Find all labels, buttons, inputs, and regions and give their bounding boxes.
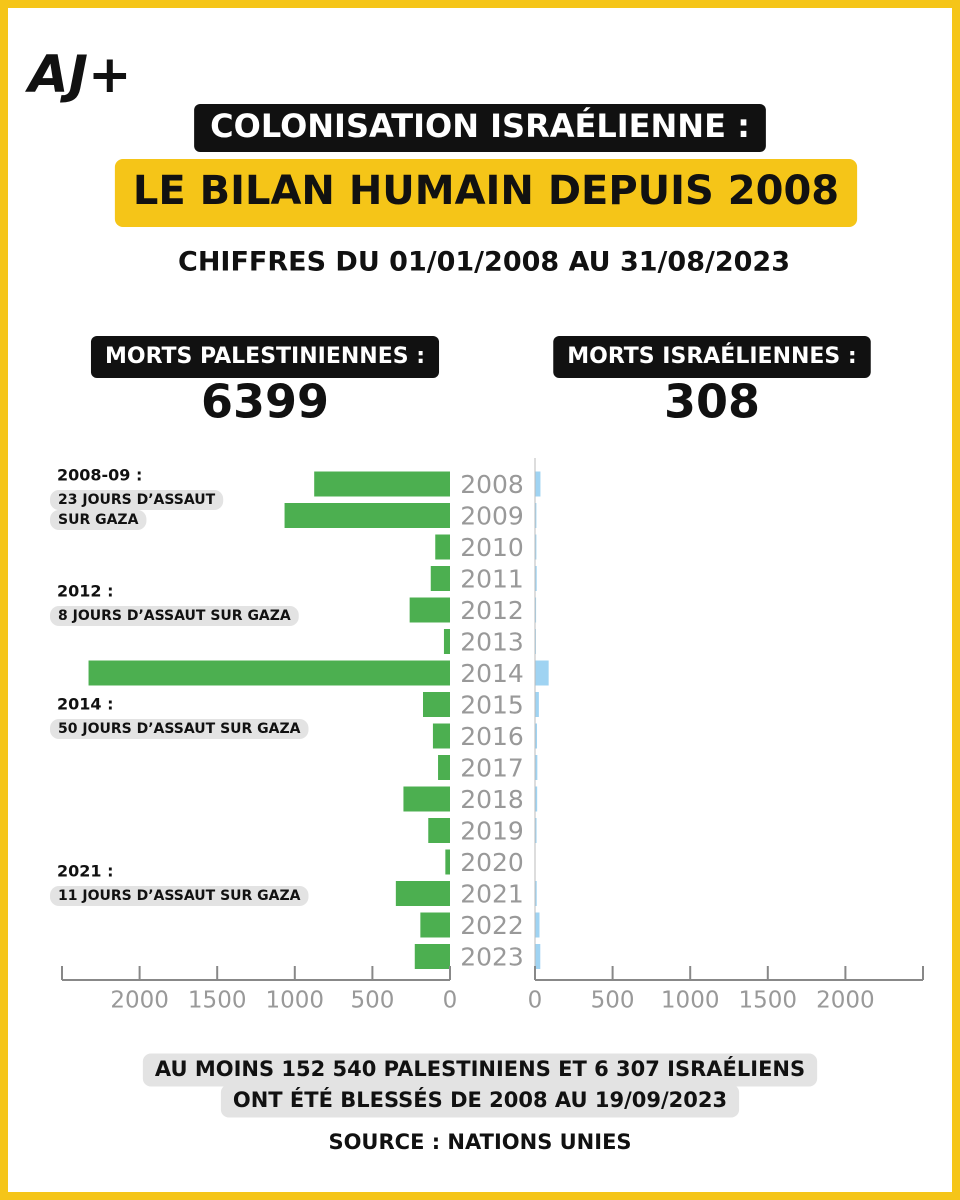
bar <box>314 471 450 497</box>
bar <box>414 944 450 969</box>
year-label: 2021 <box>460 880 524 909</box>
bar <box>535 597 537 623</box>
series-name-bg <box>553 336 871 378</box>
year-label: 2014 <box>460 659 524 688</box>
title-line2: LE BILAN HUMAIN DEPUIS 2008 <box>133 168 839 214</box>
year-label: 2012 <box>460 596 524 625</box>
footer-injured: AU MOINS 152 540 PALESTINIENS ET 6 307 I… <box>155 1056 805 1081</box>
series-total: 308 <box>664 375 760 429</box>
series-name-bg <box>90 336 440 378</box>
year-label: 2018 <box>460 785 524 814</box>
source: SOURCE : NATIONS UNIES <box>328 1130 631 1154</box>
annotation-text: 50 JOURS D’ASSAUT SUR GAZA <box>58 721 301 737</box>
bar <box>535 566 537 591</box>
year-label: 2022 <box>460 911 524 940</box>
annotation-text-bg <box>50 719 309 739</box>
bar <box>535 534 537 560</box>
annotation-text: 11 JOURS D’ASSAUT SUR GAZA <box>58 888 301 904</box>
bar <box>432 723 450 749</box>
bar <box>435 534 450 560</box>
bar <box>535 755 538 780</box>
bar <box>395 881 450 906</box>
year-label: 2008 <box>460 470 524 499</box>
footer-injured-bg <box>142 1053 818 1087</box>
bar <box>284 503 450 528</box>
annotation-title: 2008-09 : <box>57 466 142 485</box>
series-name: MORTS ISRAÉLIENNES : <box>567 343 856 369</box>
year-label: 2019 <box>460 817 524 846</box>
year-label: 2016 <box>460 722 524 751</box>
bar <box>535 818 537 843</box>
annotation-title: 2014 : <box>57 695 114 714</box>
x-tick-label: 1500 <box>188 988 247 1014</box>
x-tick-label: 1500 <box>739 988 798 1014</box>
annotation-text: 23 JOURS D’ASSAUT <box>58 492 216 508</box>
annotation-text-bg <box>50 606 299 626</box>
bar <box>535 471 541 497</box>
annotation-title: 2021 : <box>57 862 114 881</box>
annotation-text: SUR GAZA <box>58 512 139 528</box>
title-line1-bg <box>194 104 766 152</box>
bar <box>420 912 450 938</box>
logo: AJ+ <box>24 45 131 105</box>
bar <box>403 786 450 812</box>
annotation-text-bg <box>50 886 309 906</box>
year-label: 2013 <box>460 628 524 657</box>
year-label: 2017 <box>460 754 524 783</box>
year-label: 2010 <box>460 533 524 562</box>
year-label: 2009 <box>460 502 524 531</box>
bar <box>535 944 541 969</box>
bar <box>445 849 450 875</box>
bar <box>535 881 537 906</box>
x-tick-label: 0 <box>528 988 543 1014</box>
bar <box>535 786 538 812</box>
x-tick-label: 0 <box>443 988 458 1014</box>
title-line2-bg <box>114 159 858 227</box>
bar <box>422 692 450 717</box>
bar <box>443 629 450 654</box>
bar <box>535 503 537 528</box>
year-label: 2023 <box>460 943 524 972</box>
bar <box>428 818 450 843</box>
x-tick-label: 2000 <box>110 988 169 1014</box>
year-label: 2020 <box>460 848 524 877</box>
footer-injured: ONT ÉTÉ BLESSÉS DE 2008 AU 19/09/2023 <box>233 1087 727 1112</box>
title-line1: COLONISATION ISRAÉLIENNE : <box>210 107 750 145</box>
annotation-title: 2012 : <box>57 582 114 601</box>
x-tick-label: 500 <box>591 988 635 1014</box>
x-tick-label: 2000 <box>816 988 875 1014</box>
subtitle: CHIFFRES DU 01/01/2008 AU 31/08/2023 <box>178 247 790 278</box>
bar <box>430 566 450 591</box>
annotation-text: 8 JOURS D’ASSAUT SUR GAZA <box>58 608 291 624</box>
annotation-text-bg <box>50 510 147 530</box>
bar <box>535 912 540 938</box>
bar <box>438 755 450 780</box>
bar <box>409 597 450 623</box>
x-tick-label: 1000 <box>661 988 720 1014</box>
year-label: 2011 <box>460 565 524 594</box>
year-label: 2015 <box>460 691 524 720</box>
bar <box>535 723 538 749</box>
annotation-text-bg <box>50 490 224 510</box>
footer-injured-bg <box>220 1084 740 1118</box>
x-tick-label: 500 <box>350 988 394 1014</box>
bar <box>535 660 549 686</box>
bar <box>88 660 451 686</box>
series-total: 6399 <box>201 375 329 429</box>
x-tick-label: 1000 <box>266 988 325 1014</box>
bar <box>535 692 539 717</box>
series-name: MORTS PALESTINIENNES : <box>105 344 425 369</box>
